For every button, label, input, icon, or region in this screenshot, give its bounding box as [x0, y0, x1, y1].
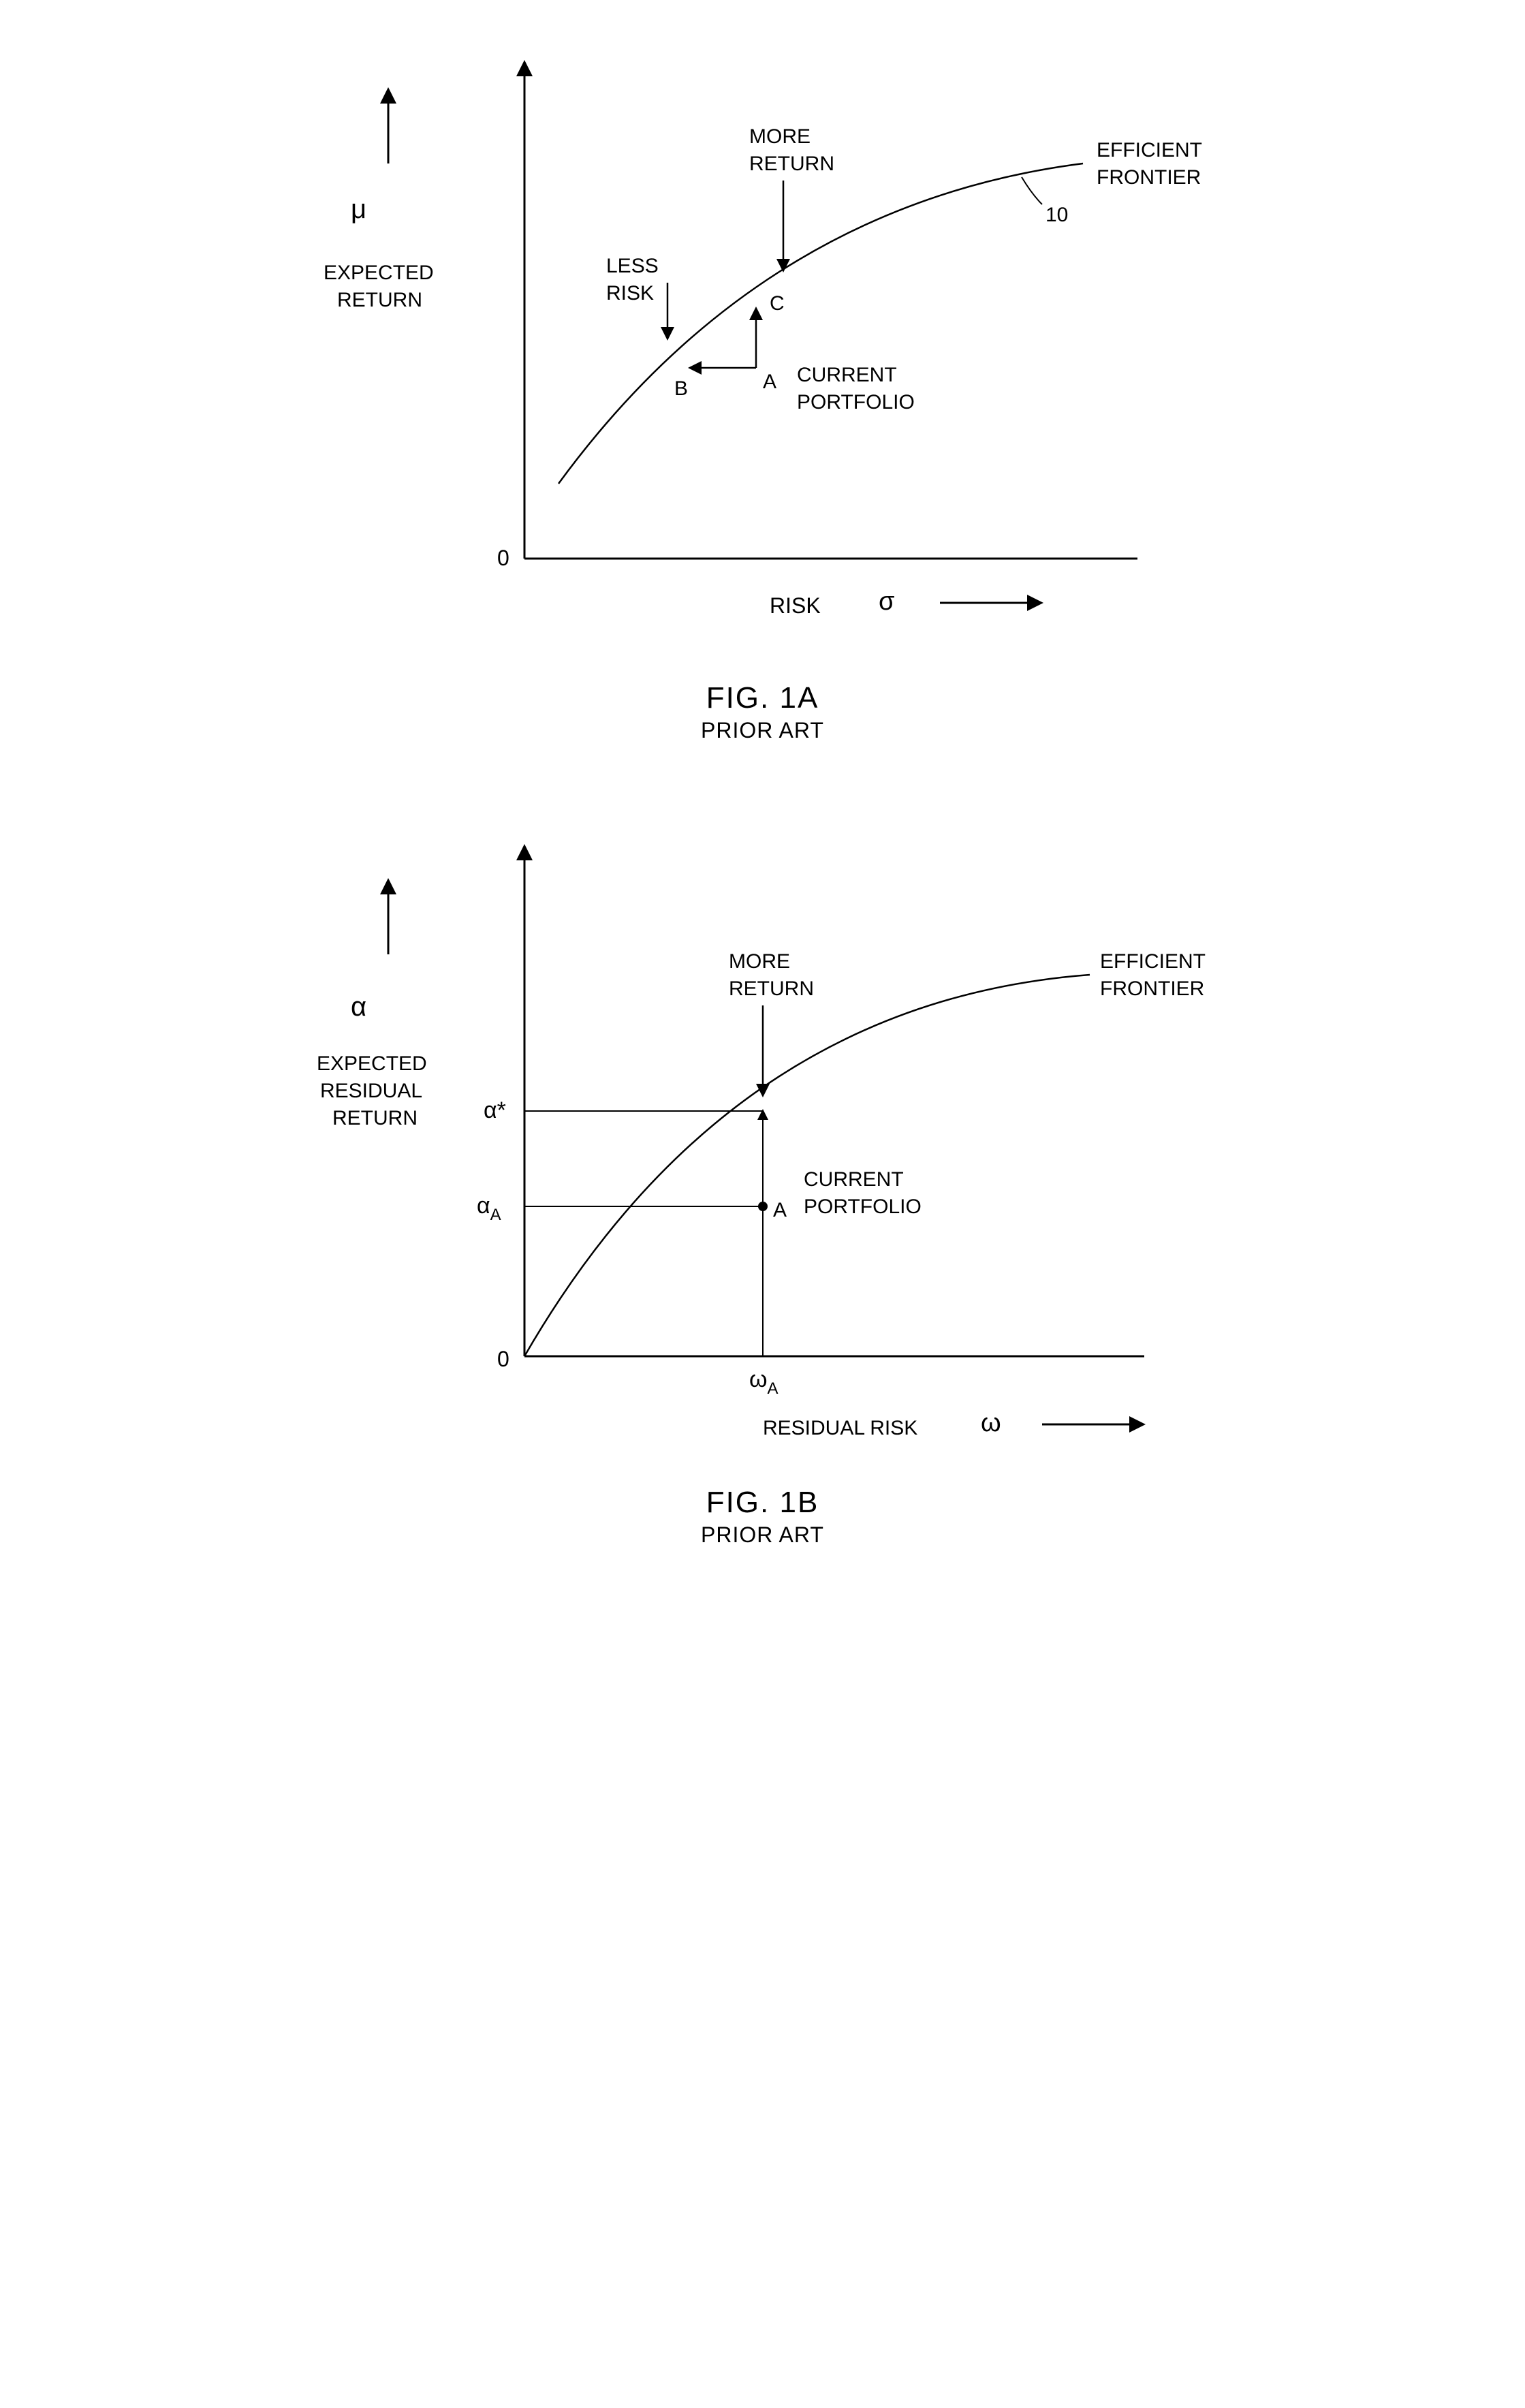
figure-1a-svg: μ EXPECTED RETURN 0 RISK σ 10 EFFICIENT …: [286, 27, 1240, 674]
current-portfolio-label-2: PORTFOLIO: [797, 391, 915, 413]
origin-label: 0: [497, 1347, 509, 1371]
x-axis-label: RESIDUAL RISK: [763, 1417, 917, 1439]
efficient-frontier-label-2: FRONTIER: [1100, 978, 1204, 1000]
figure-1b-subtitle: PRIOR ART: [286, 1522, 1240, 1548]
y-axis-label-line2: RETURN: [337, 289, 422, 311]
y-axis-label-line2: RESIDUAL: [320, 1080, 422, 1102]
less-risk-label-1: LESS: [606, 255, 659, 277]
efficient-frontier-label-1: EFFICIENT: [1097, 139, 1202, 161]
efficient-frontier-curve: [524, 975, 1090, 1356]
alpha-a-label: αA: [477, 1193, 501, 1224]
point-a-marker: [758, 1202, 768, 1211]
point-a-label: A: [773, 1199, 787, 1221]
point-a-label: A: [763, 371, 776, 393]
current-portfolio-label-2: PORTFOLIO: [804, 1195, 922, 1218]
point-c-label: C: [770, 292, 785, 315]
current-portfolio-label-1: CURRENT: [797, 364, 897, 386]
y-axis-label-line1: EXPECTED: [317, 1052, 427, 1075]
more-return-label-1: MORE: [749, 125, 811, 148]
more-return-label-2: RETURN: [749, 153, 834, 175]
efficient-frontier-label-1: EFFICIENT: [1100, 950, 1206, 973]
figure-1a-title: FIG. 1A: [286, 681, 1240, 715]
omega-a-label: ωA: [749, 1366, 779, 1398]
figure-1b-svg: α EXPECTED RESIDUAL RETURN 0 RESIDUAL RI…: [286, 798, 1240, 1479]
more-return-label-2: RETURN: [729, 978, 814, 1000]
curve-ref-number: 10: [1046, 204, 1068, 226]
x-axis-label: RISK: [770, 593, 821, 618]
figure-1a-caption: FIG. 1A PRIOR ART: [286, 681, 1240, 743]
figure-1b: α EXPECTED RESIDUAL RETURN 0 RESIDUAL RI…: [286, 798, 1240, 1548]
y-axis-label-line1: EXPECTED: [324, 262, 434, 284]
figure-1a-subtitle: PRIOR ART: [286, 718, 1240, 743]
figure-1a: μ EXPECTED RETURN 0 RISK σ 10 EFFICIENT …: [286, 27, 1240, 743]
figure-1b-title: FIG. 1B: [286, 1486, 1240, 1520]
mu-symbol: μ: [351, 194, 366, 224]
y-axis-label-line3: RETURN: [332, 1107, 418, 1129]
less-risk-label-2: RISK: [606, 282, 654, 304]
alpha-symbol: α: [351, 992, 366, 1022]
omega-symbol: ω: [981, 1409, 1001, 1437]
point-b-label: B: [674, 377, 688, 400]
current-portfolio-label-1: CURRENT: [804, 1168, 904, 1191]
figure-1b-caption: FIG. 1B PRIOR ART: [286, 1486, 1240, 1548]
sigma-symbol: σ: [879, 587, 894, 616]
efficient-frontier-curve: [559, 163, 1083, 484]
origin-label: 0: [497, 546, 509, 570]
efficient-frontier-label-2: FRONTIER: [1097, 166, 1201, 189]
alpha-star-label: α*: [484, 1097, 506, 1123]
curve-ref-leader: [1022, 177, 1042, 204]
more-return-label-1: MORE: [729, 950, 790, 973]
